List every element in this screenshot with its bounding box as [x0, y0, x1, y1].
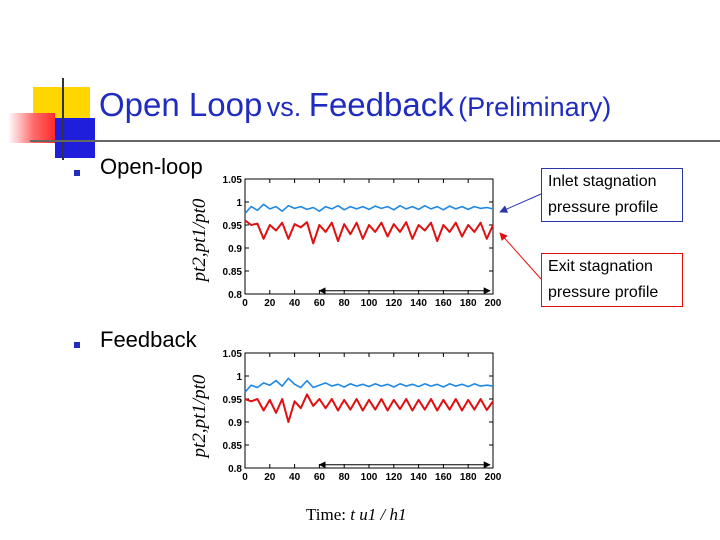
open-loop-xtick-label: 60 — [314, 298, 326, 309]
feedback-chart: 0 20 40 60 80 100 120 140 160 180 200 1.05 1 0.95 0.9 0… — [223, 349, 502, 483]
accent-red-bar — [8, 113, 55, 143]
feedback-ytick-label: 0.85 — [223, 441, 243, 452]
open-loop-xtick-label: 200 — [485, 298, 502, 309]
exit-callout-line2: pressure profile — [548, 284, 659, 301]
accent-blue-square — [55, 118, 95, 158]
feedback-xtick-label: 40 — [289, 472, 301, 483]
open-loop-xtick-label: 40 — [289, 298, 301, 309]
slide-title: Open Loop vs. Feedback (Preliminary) — [99, 86, 611, 124]
open-loop-xtick-label: 0 — [242, 298, 248, 309]
inlet-callout-line1: Inlet stagnation — [548, 173, 657, 190]
title-underline — [30, 140, 720, 142]
feedback-ytick-label: 0.95 — [223, 395, 243, 406]
feedback-xtick-label: 60 — [314, 472, 326, 483]
feedback-inlet-series — [244, 377, 494, 393]
bullet-open-loop: Open-loop — [100, 154, 203, 179]
feedback-xtick-label: 80 — [339, 472, 351, 483]
feedback-xtick-label: 120 — [385, 472, 402, 483]
feedback-xtick-label: 0 — [242, 472, 248, 483]
exit-callout-line1: Exit stagnation — [548, 258, 653, 275]
title-feedback: Feedback — [308, 86, 454, 123]
open-loop-ytick-label: 0.85 — [223, 267, 243, 278]
accent-vertical-line — [62, 78, 64, 160]
open-loop-ytick-label: 0.9 — [228, 244, 242, 255]
title-vs: vs. — [266, 92, 309, 122]
open-loop-chart: 0 20 40 60 80 100 120 140 160 180 200 1.05 1 0.95 0.9 0… — [223, 175, 502, 309]
title-preliminary: (Preliminary) — [458, 92, 612, 122]
bullet-marker — [74, 170, 80, 176]
feedback-xtick-label: 20 — [264, 472, 276, 483]
exit-callout: Exit stagnation pressure profile — [541, 253, 683, 307]
open-loop-ytick-label: 1.05 — [223, 175, 243, 186]
feedback-ytick-label: 1 — [236, 372, 242, 383]
open-loop-plot-frame — [244, 178, 494, 295]
open-loop-xtick-label: 140 — [410, 298, 427, 309]
open-loop-xtick-label: 20 — [264, 298, 276, 309]
x-axis-label: Time: t u1 / h1 — [306, 505, 406, 525]
feedback-xtick-label: 160 — [435, 472, 452, 483]
open-loop-xtick-label: 80 — [339, 298, 351, 309]
open-loop-ytick-label: 0.8 — [228, 290, 242, 301]
bullet-feedback: Feedback — [100, 327, 197, 352]
feedback-xtick-label: 180 — [460, 472, 477, 483]
feedback-ytick-label: 0.9 — [228, 418, 242, 429]
open-loop-xtick-label: 160 — [435, 298, 452, 309]
open-loop-ytick-label: 1 — [236, 198, 242, 209]
open-loop-inlet-series — [244, 203, 494, 215]
open-loop-ytick-label: 0.95 — [223, 221, 243, 232]
feedback-xtick-label: 200 — [485, 472, 502, 483]
bullet-marker — [74, 342, 80, 348]
x-axis-label-prefix: Time: — [306, 505, 351, 524]
feedback-ytick-label: 1.05 — [223, 349, 243, 360]
inlet-callout: Inlet stagnation pressure profile — [541, 168, 683, 222]
inlet-callout-line2: pressure profile — [548, 199, 659, 216]
open-loop-xtick-label: 120 — [385, 298, 402, 309]
title-open-loop: Open Loop — [99, 86, 263, 123]
x-axis-label-expr: t u1 / h1 — [350, 505, 407, 524]
inlet-pointer-arrow — [499, 193, 542, 213]
feedback-xtick-label: 140 — [410, 472, 427, 483]
exit-pointer-arrow — [499, 232, 542, 280]
feedback-plot-frame — [244, 352, 494, 469]
feedback-exit-series — [244, 393, 494, 423]
open-loop-exit-series — [244, 219, 494, 245]
open-loop-xtick-label: 180 — [460, 298, 477, 309]
open-loop-xtick-label: 100 — [361, 298, 378, 309]
feedback-ytick-label: 0.8 — [228, 464, 242, 475]
feedback-xtick-label: 100 — [361, 472, 378, 483]
